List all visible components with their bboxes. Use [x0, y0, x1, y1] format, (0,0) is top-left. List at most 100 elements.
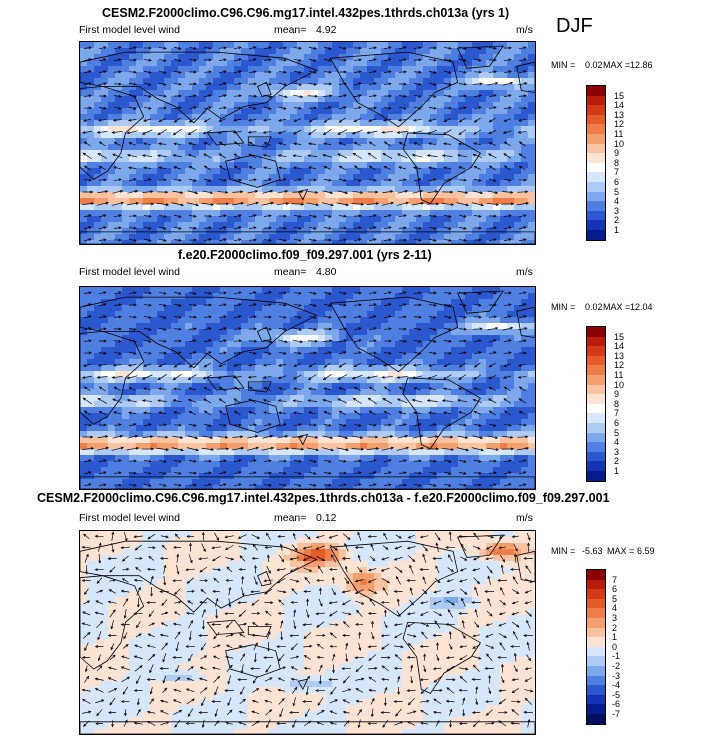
- speed-cell: [94, 323, 102, 330]
- speed-cell: [423, 108, 431, 115]
- speed-cell: [129, 317, 137, 324]
- speed-cell: [311, 180, 319, 187]
- speed-cell: [143, 293, 151, 300]
- speed-cell: [409, 377, 417, 384]
- speed-cell: [87, 198, 95, 205]
- speed-cell: [101, 216, 109, 223]
- speed-cell: [304, 293, 312, 300]
- speed-cell: [479, 90, 487, 97]
- speed-cell: [122, 132, 130, 139]
- speed-cell: [339, 371, 347, 378]
- speed-cell: [171, 168, 179, 175]
- speed-cell: [101, 192, 109, 199]
- speed-cell: [115, 204, 123, 211]
- speed-cell: [94, 210, 102, 217]
- speed-cell: [458, 437, 466, 444]
- speed-cell: [283, 365, 291, 372]
- speed-cell: [479, 60, 487, 67]
- speed-cell: [458, 395, 466, 402]
- speed-cell: [241, 431, 249, 438]
- speed-cell: [276, 120, 284, 127]
- wind-vector: [248, 214, 257, 218]
- wind-vector-head: [298, 178, 302, 182]
- speed-cell: [507, 305, 515, 312]
- wind-vector-head: [358, 226, 362, 230]
- wind-vector: [203, 227, 212, 229]
- speed-cell: [164, 305, 172, 312]
- speed-cell: [101, 240, 109, 244]
- speed-cell: [311, 323, 319, 330]
- speed-cell: [143, 431, 151, 438]
- speed-cell: [500, 150, 508, 157]
- speed-cell: [507, 42, 515, 49]
- speed-cell: [101, 353, 109, 360]
- wind-vector: [114, 141, 121, 147]
- speed-cell: [276, 317, 284, 324]
- speed-cell: [101, 156, 109, 163]
- speed-cell: [220, 377, 228, 384]
- speed-cell: [87, 240, 95, 244]
- speed-cell: [444, 293, 452, 300]
- speed-cell: [262, 180, 270, 187]
- speed-cell: [80, 443, 88, 450]
- wind-vector: [428, 238, 437, 242]
- speed-cell: [332, 413, 340, 420]
- speed-cell: [94, 126, 102, 133]
- speed-cell: [108, 240, 116, 244]
- speed-cell: [213, 323, 221, 330]
- speed-cell: [143, 90, 151, 97]
- speed-cell: [374, 78, 382, 85]
- speed-cell: [304, 60, 312, 67]
- speed-cell: [164, 383, 172, 390]
- speed-cell: [94, 192, 102, 199]
- speed-cell: [108, 186, 116, 193]
- speed-cell: [367, 371, 375, 378]
- speed-cell: [108, 305, 116, 312]
- speed-cell: [388, 216, 396, 223]
- speed-cell: [388, 395, 396, 402]
- speed-cell: [241, 120, 249, 127]
- speed-cell: [192, 126, 200, 133]
- speed-cell: [360, 293, 368, 300]
- wind-vector-head: [268, 70, 272, 74]
- wind-vector-head: [113, 166, 117, 170]
- speed-cell: [374, 407, 382, 414]
- speed-cell: [297, 96, 305, 103]
- speed-cell: [458, 228, 466, 235]
- speed-cell: [213, 335, 221, 342]
- speed-cell: [437, 78, 445, 85]
- speed-cell: [297, 293, 305, 300]
- speed-cell: [304, 54, 312, 61]
- wind-vector-head: [308, 119, 312, 123]
- wind-vector: [263, 130, 272, 134]
- speed-cell: [87, 168, 95, 175]
- speed-cell: [304, 144, 312, 151]
- speed-cell: [402, 42, 410, 49]
- wind-vector: [233, 214, 242, 218]
- speed-cell: [444, 323, 452, 330]
- speed-cell: [178, 174, 186, 181]
- speed-cell: [150, 395, 158, 402]
- wind-vector: [413, 83, 422, 85]
- speed-cell: [339, 425, 347, 432]
- wind-vector-head: [428, 119, 432, 122]
- speed-cell: [367, 222, 375, 229]
- speed-cell: [367, 240, 375, 244]
- speed-cell: [108, 144, 116, 151]
- speed-cell: [451, 234, 459, 241]
- speed-cell: [283, 48, 291, 55]
- speed-cell: [143, 389, 151, 396]
- speed-cell: [220, 84, 228, 91]
- speed-cell: [416, 323, 424, 330]
- speed-cell: [381, 389, 389, 396]
- speed-cell: [465, 287, 473, 294]
- speed-cell: [199, 293, 207, 300]
- speed-cell: [101, 413, 109, 420]
- speed-cell: [381, 305, 389, 312]
- speed-cell: [283, 299, 291, 306]
- speed-cell: [444, 180, 452, 187]
- wind-vector: [218, 82, 227, 86]
- speed-cell: [374, 323, 382, 330]
- speed-cell: [374, 120, 382, 127]
- speed-cell: [423, 180, 431, 187]
